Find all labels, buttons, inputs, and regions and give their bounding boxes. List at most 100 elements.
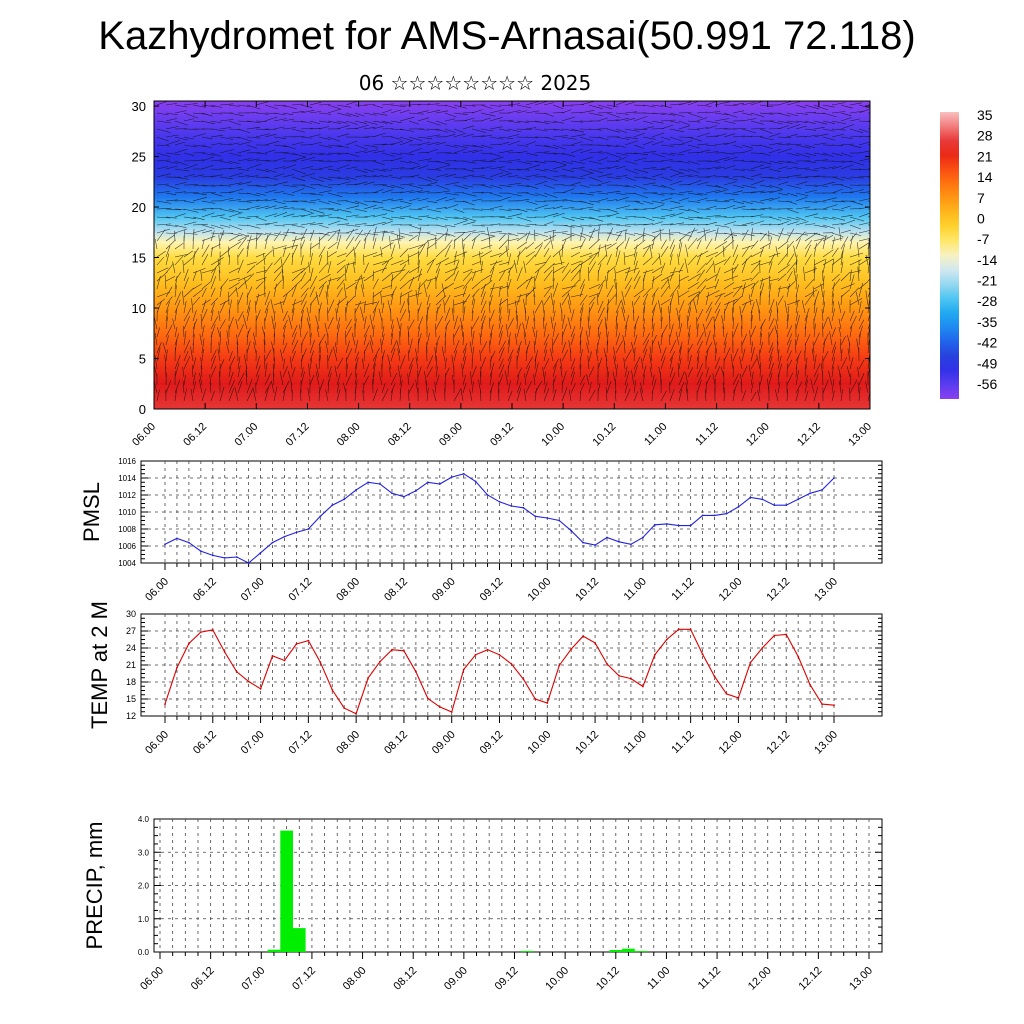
x-tick-label: 12.00 [717,729,745,757]
wind-vector [201,244,210,258]
wind-vector [498,381,500,394]
wind-vector [246,199,260,202]
wind-vector [858,257,870,266]
wind-vector [840,294,843,306]
wind-vector [507,134,520,138]
wind-vector [182,380,185,394]
wind-vector [813,216,827,220]
wind-vector [327,380,330,394]
wind-vector [570,148,583,154]
wind-vector [183,144,198,148]
wind-vector [381,152,396,157]
wind-vector [732,135,745,138]
wind-vector [471,198,483,202]
wind-vector [703,228,707,242]
wind-vector [183,301,187,314]
wind-vector [705,144,717,147]
wind-vector [739,306,743,322]
wind-vector [543,317,545,330]
data-point [307,639,310,642]
wind-vector [732,299,735,314]
wind-vector [291,252,294,266]
wind-vector [831,346,836,362]
wind-vector [723,104,738,106]
data-point [283,535,286,538]
wind-vector [372,200,384,204]
wind-vector [570,366,575,378]
wind-vector [336,299,340,314]
wind-vector [453,340,460,354]
wind-vector [210,224,224,229]
wind-vector [561,314,566,330]
wind-vector [210,232,225,235]
wind-vector [660,166,672,170]
wind-vector [588,261,596,274]
wind-vector [480,176,493,180]
wind-vector [218,310,221,322]
wind-vector [685,244,689,258]
wind-vector [597,104,613,110]
wind-vector [345,363,348,378]
wind-vector [748,364,752,378]
wind-vector [264,205,277,210]
x-tick-label: 07.00 [239,576,267,604]
wind-vector [318,214,332,218]
wind-vector [378,371,383,386]
wind-vector [201,287,207,298]
wind-vector [182,366,185,378]
wind-vector [849,118,860,122]
wind-vector [183,277,189,290]
y-tick-label: 5 [139,352,146,367]
wind-vector [381,302,385,314]
wind-vector [561,323,568,338]
wind-vector [399,160,412,164]
x-tick-label: 07.12 [284,421,312,449]
wind-vector [597,181,611,186]
wind-vector [561,200,573,202]
x-tick-label: 09.00 [437,421,465,449]
wind-vector [525,340,531,354]
wind-vector [741,144,753,149]
wind-vector [228,152,242,157]
wind-vector [245,365,248,378]
data-point [522,506,525,509]
wind-vector [858,332,861,346]
wind-vector [579,192,594,196]
wind-vector [624,267,631,282]
wind-vector [658,253,662,266]
wind-vector [624,370,630,386]
wind-vector [525,346,528,362]
y-axis-title: PRECIP, mm [82,822,107,950]
wind-vector [489,282,495,298]
wind-vector [543,176,558,182]
wind-vector [498,340,507,354]
wind-vector [372,267,388,274]
x-tick-label: 11.00 [622,729,649,756]
wind-vector [633,115,648,122]
wind-vector [417,165,429,170]
wind-vector [525,224,537,226]
wind-vector [660,152,675,156]
wind-vector [750,310,753,322]
wind-vector [480,280,493,290]
y-tick-label: 1012 [118,491,136,500]
wind-vector [678,160,690,164]
wind-vector [417,302,422,314]
wind-vector [498,248,509,258]
wind-vector [291,339,299,354]
wind-vector [426,242,429,258]
wind-vector [210,134,223,138]
wind-vector [840,335,846,346]
wind-vector [579,156,593,162]
wind-vector [793,245,797,258]
wind-vector [282,207,294,210]
wind-vector [327,168,340,172]
wind-vector [282,184,298,188]
wind-vector [255,152,268,155]
wind-vector [813,307,818,322]
wind-vector [462,149,478,154]
wind-vector [381,184,395,188]
data-point [546,702,549,704]
data-point [713,675,716,678]
